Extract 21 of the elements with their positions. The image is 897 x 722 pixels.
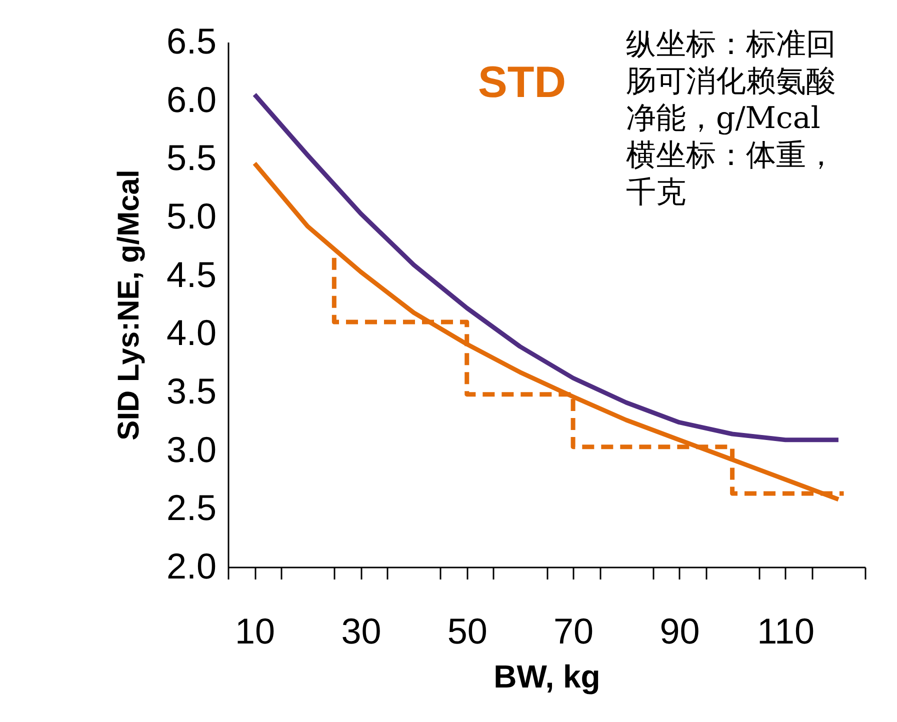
x-tick-label: 30 <box>341 610 382 652</box>
y-tick-label: 5.0 <box>166 196 216 236</box>
x-tick-label: 110 <box>757 610 815 652</box>
annotation: 横坐标：体重，千克 <box>626 138 836 210</box>
x-tick-label: 90 <box>660 610 700 652</box>
y-tick-label: 6.0 <box>166 78 216 120</box>
x-axis-title: BW, kg <box>494 658 600 694</box>
x-tick-label: 10 <box>235 610 276 652</box>
y-tick-label: 4.5 <box>166 254 216 295</box>
x-tick-label: 70 <box>554 610 594 652</box>
y-axis-title: SID Lys:NE, g/Mcal <box>112 170 146 440</box>
y-tick-label: 2.0 <box>166 546 216 586</box>
y-tick-label: 3.5 <box>166 370 216 412</box>
text: STD <box>478 58 566 107</box>
y-tick-label: 2.5 <box>166 487 216 528</box>
y-tick-label: 6.5 <box>166 20 216 62</box>
y-tick-label: 5.5 <box>166 137 216 178</box>
y-tick-label: 4.0 <box>166 312 216 354</box>
annotation: 纵坐标：标准回肠可消化赖氨酸净能，g/Mcal <box>626 27 836 136</box>
y-tick-label: 3.0 <box>166 428 216 470</box>
x-tick-label: 50 <box>447 610 488 652</box>
